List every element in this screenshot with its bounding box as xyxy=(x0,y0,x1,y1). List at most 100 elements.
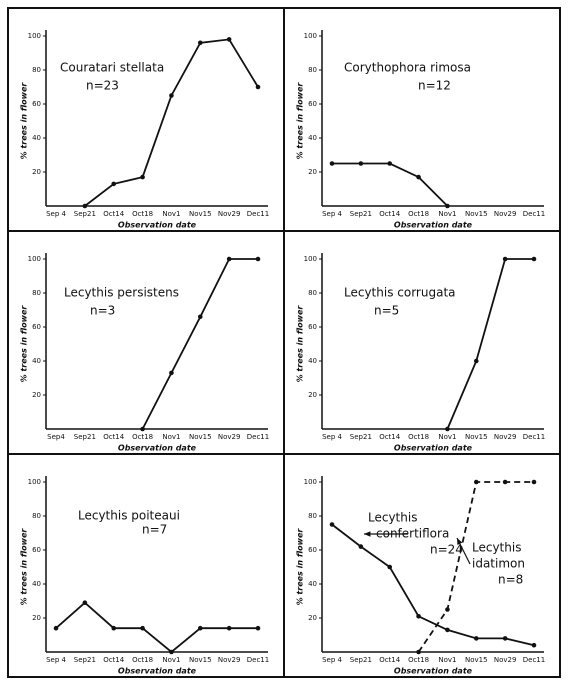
x-tick-label: Sep 4 xyxy=(322,656,342,664)
y-tick-label: 100 xyxy=(304,255,317,263)
y-tick-label: 60 xyxy=(308,100,317,108)
y-tick-label: 100 xyxy=(304,32,317,40)
point xyxy=(502,256,508,262)
x-tick-label: Sep21 xyxy=(350,210,372,218)
x-tick-label: Nov29 xyxy=(218,210,241,218)
series-line xyxy=(332,162,449,207)
arrow-head xyxy=(364,531,371,537)
point xyxy=(82,600,88,605)
series-line xyxy=(331,523,535,647)
y-tick-label: 60 xyxy=(32,100,41,108)
chart-title: Corythophora rimosa xyxy=(344,61,471,75)
point xyxy=(416,614,421,619)
x-tick-label: Nov15 xyxy=(465,433,488,441)
x-tick-label: Dec11 xyxy=(247,210,269,218)
series-label: idatimon xyxy=(472,557,525,571)
x-tick-label: Oct14 xyxy=(103,433,125,441)
x-axis-label: Observation date xyxy=(394,667,473,676)
point xyxy=(111,181,117,187)
y-tick-label: 80 xyxy=(32,66,41,74)
x-tick-label: Dec11 xyxy=(523,210,545,218)
series-line xyxy=(55,601,258,654)
x-tick-label: Nov1 xyxy=(438,210,456,218)
series-line xyxy=(141,258,258,430)
x-tick-label: Nov15 xyxy=(465,656,488,664)
x-tick-label: Oct14 xyxy=(379,433,401,441)
point xyxy=(53,625,59,631)
point xyxy=(387,564,393,570)
point xyxy=(387,161,393,166)
x-tick-label: Oct14 xyxy=(103,656,125,664)
y-tick-label: 100 xyxy=(28,255,41,263)
y-tick-label: 80 xyxy=(32,512,41,520)
point xyxy=(416,649,421,655)
point xyxy=(358,161,364,166)
x-axis-label: Observation date xyxy=(394,444,473,453)
series-label: Lecythis xyxy=(472,541,521,555)
y-tick-label: 80 xyxy=(32,289,41,297)
chart-subtitle: n=12 xyxy=(418,79,451,93)
y-axis-label: % trees in flower xyxy=(296,305,305,383)
chart-subtitle: n=3 xyxy=(90,304,115,318)
x-tick-label: Nov29 xyxy=(218,433,241,441)
x-tick-label: Sep 4 xyxy=(322,433,342,441)
x-tick-label: Sep21 xyxy=(350,433,372,441)
point xyxy=(197,314,203,320)
point xyxy=(445,607,450,612)
x-axis-label: Observation date xyxy=(118,667,197,676)
x-tick-label: Nov15 xyxy=(189,433,212,441)
x-tick-label: Oct18 xyxy=(132,656,153,664)
x-tick-label: Oct18 xyxy=(408,433,429,441)
y-tick-label: 100 xyxy=(28,32,41,40)
x-axis-label: Observation date xyxy=(118,444,197,453)
point xyxy=(255,256,261,262)
y-tick-label: 60 xyxy=(32,323,41,331)
x-tick-label: Dec11 xyxy=(523,656,545,664)
point xyxy=(531,256,537,262)
x-tick-label: Oct18 xyxy=(132,210,153,218)
point xyxy=(140,174,145,180)
point xyxy=(226,625,232,631)
series-line xyxy=(446,258,534,430)
x-tick-label: Sep 4 xyxy=(46,656,66,664)
chart-subtitle: n=7 xyxy=(142,523,167,537)
y-axis-label: % trees in flower xyxy=(20,82,29,160)
chart-subtitle: n=23 xyxy=(86,79,119,93)
x-tick-label: Sep21 xyxy=(74,210,96,218)
point xyxy=(255,625,261,631)
point xyxy=(329,522,335,527)
x-tick-label: Nov1 xyxy=(438,433,456,441)
y-tick-label: 80 xyxy=(308,66,317,74)
y-tick-label: 20 xyxy=(32,391,41,399)
point xyxy=(140,426,145,432)
x-tick-label: Sep 4 xyxy=(46,210,66,218)
y-tick-label: 60 xyxy=(32,546,41,554)
point xyxy=(531,642,537,648)
point xyxy=(226,37,232,42)
point xyxy=(445,426,450,432)
y-tick-label: 100 xyxy=(28,478,41,486)
chart-subtitle: n=5 xyxy=(374,304,399,318)
y-tick-label: 100 xyxy=(304,478,317,486)
x-tick-label: Oct14 xyxy=(379,210,401,218)
y-axis-label: % trees in flower xyxy=(20,305,29,383)
x-tick-label: Sep4 xyxy=(47,433,65,441)
x-tick-label: Dec11 xyxy=(247,656,269,664)
x-tick-label: Nov29 xyxy=(494,656,517,664)
chart-title: Lecythis persistens xyxy=(64,286,179,300)
series-count: n=24 xyxy=(430,543,463,557)
y-axis-label: % trees in flower xyxy=(20,528,29,606)
x-tick-label: Oct18 xyxy=(408,210,429,218)
y-tick-label: 60 xyxy=(308,546,317,554)
y-tick-label: 40 xyxy=(308,580,317,588)
point xyxy=(82,203,88,209)
arrow-head xyxy=(457,538,463,545)
chart-title: Couratari stellata xyxy=(60,61,164,75)
x-tick-label: Nov15 xyxy=(465,210,488,218)
x-axis-label: Observation date xyxy=(394,221,473,230)
chart-title: Lecythis poiteaui xyxy=(78,509,180,523)
y-axis-label: % trees in flower xyxy=(296,528,305,606)
x-tick-label: Sep21 xyxy=(350,656,372,664)
y-tick-label: 40 xyxy=(308,357,317,365)
